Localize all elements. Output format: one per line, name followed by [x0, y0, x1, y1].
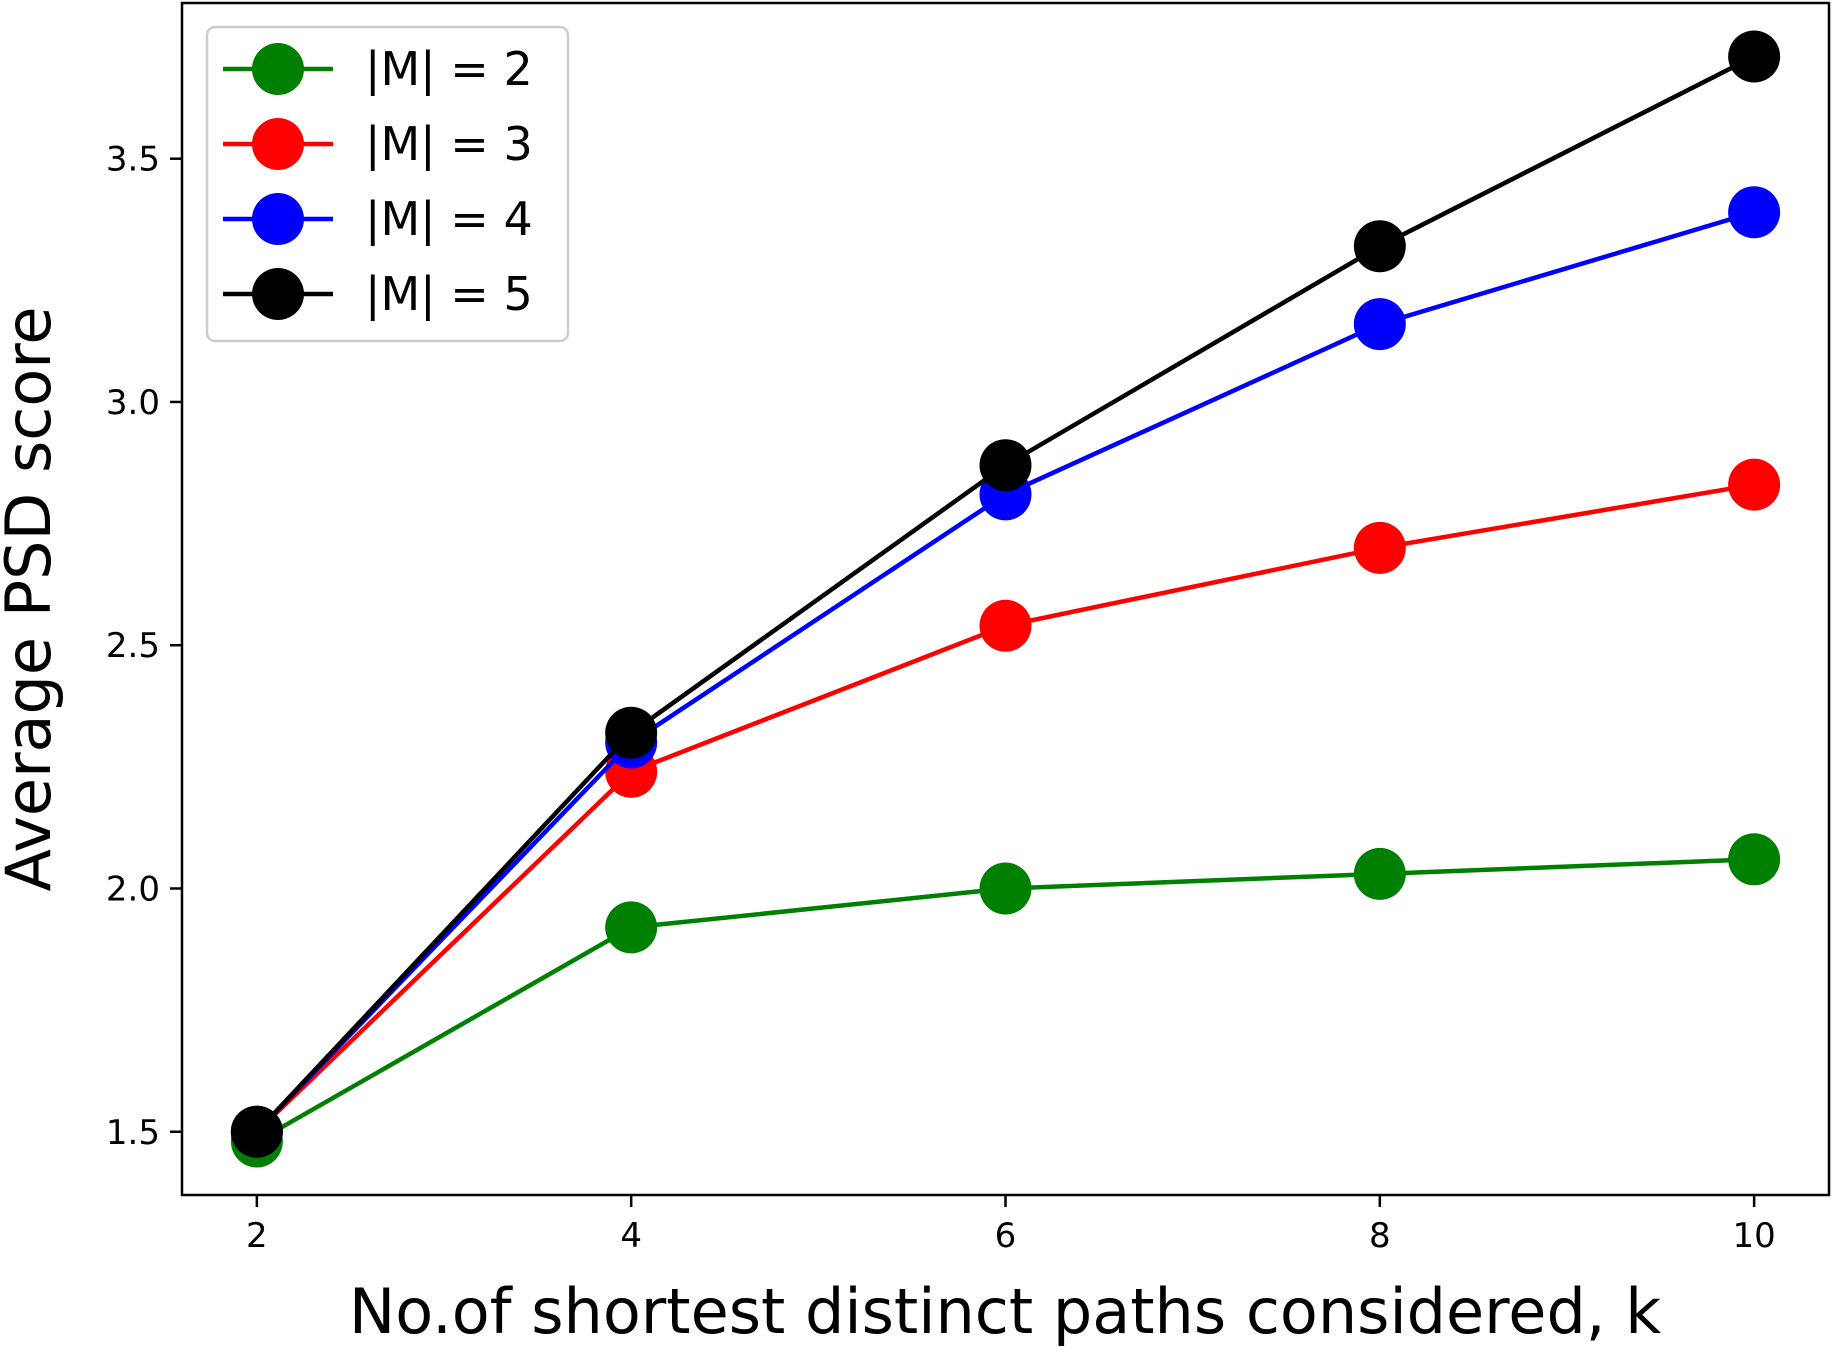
x-tick-label: 6: [995, 1216, 1017, 1256]
data-point: [605, 706, 658, 759]
legend-entry: |M| = 2: [223, 42, 533, 97]
data-point: [1353, 847, 1406, 900]
legend-entry: |M| = 5: [223, 267, 533, 322]
legend-entry: |M| = 4: [223, 192, 533, 247]
legend-label: |M| = 3: [365, 117, 533, 172]
y-tick-label: 3.0: [106, 383, 160, 423]
data-point: [1728, 186, 1781, 239]
data-point: [605, 901, 658, 954]
legend-entry: |M| = 3: [223, 117, 533, 172]
data-point: [1353, 521, 1406, 574]
legend-marker: [252, 43, 304, 95]
legend-label: |M| = 2: [365, 42, 533, 97]
series-line: [255, 210, 1755, 1134]
plot-area: [230, 30, 1781, 1168]
x-tick-label: 10: [1733, 1216, 1776, 1256]
data-point: [979, 599, 1032, 652]
data-point: [1728, 458, 1781, 511]
data-point: [1728, 30, 1781, 83]
series-line: [255, 482, 1755, 1134]
x-tick-label: 4: [620, 1216, 642, 1256]
y-tick-label: 3.5: [106, 140, 160, 180]
legend-box: [205, 25, 570, 343]
x-tick-label: 8: [1369, 1216, 1391, 1256]
y-tick-label: 2.5: [106, 626, 160, 666]
data-point: [979, 439, 1032, 492]
data-point: [230, 1105, 283, 1158]
x-axis: 2 4 6 8 10: [246, 1195, 1776, 1256]
legend-marker: [252, 268, 304, 320]
x-tick-label: 2: [246, 1216, 268, 1256]
y-axis: 1.5 2.0 2.5 3.0 3.5: [106, 140, 182, 1153]
y-tick-label: 2.0: [106, 869, 160, 909]
x-axis-label: No.of shortest distinct paths considered…: [349, 1275, 1661, 1348]
legend: |M| = 2 |M| = 3 |M| = 4 |M| = 5: [205, 25, 570, 343]
legend-label: |M| = 5: [365, 267, 533, 322]
data-point: [1353, 298, 1406, 351]
data-point: [1353, 220, 1406, 273]
data-point: [979, 862, 1032, 915]
y-axis-label: Average PSD score: [0, 306, 65, 891]
legend-marker: [252, 118, 304, 170]
y-tick-label: 1.5: [106, 1113, 160, 1153]
data-point: [1728, 833, 1781, 886]
legend-marker: [252, 193, 304, 245]
legend-label: |M| = 4: [365, 192, 533, 247]
